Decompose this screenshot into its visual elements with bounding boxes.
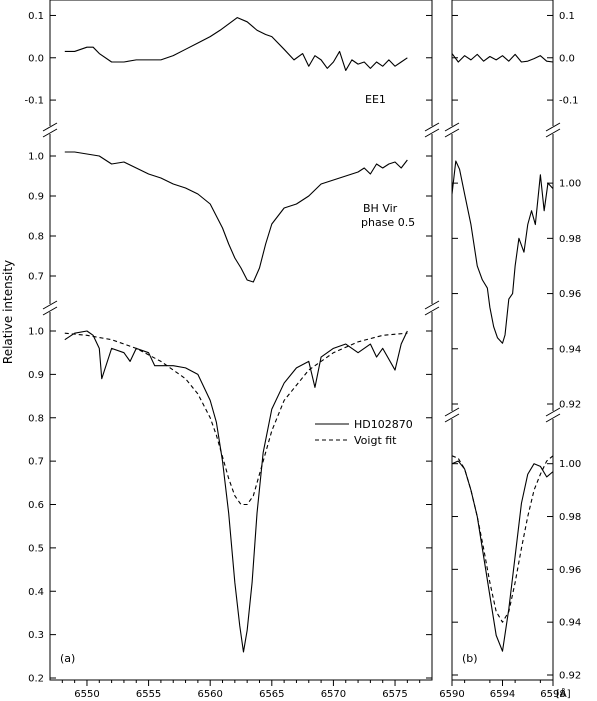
panel-frame <box>49 0 433 681</box>
axis-break-mark <box>424 300 440 310</box>
axis-break-mark <box>545 122 561 132</box>
axis-break-mark <box>424 122 440 132</box>
y-tick-label: 1.00 <box>559 179 581 190</box>
data-series <box>64 17 554 653</box>
y-tick-label: 0.8 <box>28 413 44 424</box>
axis-break-mark <box>424 306 440 316</box>
axis-break-mark <box>545 407 561 417</box>
dashed-series-line <box>451 455 554 623</box>
y-tick-label: 0.9 <box>28 370 44 381</box>
y-tick-label: 0.6 <box>28 500 44 511</box>
y-tick-label: 0.1 <box>28 11 44 22</box>
y-tick-label: 0.8 <box>28 232 44 243</box>
axis-break-mark <box>444 407 460 417</box>
y-tick-label: 0.1 <box>559 11 575 22</box>
y-tick-label: 0.0 <box>28 53 44 64</box>
solid-series-line <box>451 460 554 652</box>
x-unit-label: [Å] <box>556 687 571 700</box>
solid-series-line <box>64 330 408 653</box>
axis-break-mark <box>42 128 58 138</box>
axis-break-mark <box>444 122 460 132</box>
axis-break-gap <box>47 304 53 312</box>
x-tick-label: 6555 <box>136 689 161 700</box>
axis-break-gap <box>550 126 556 134</box>
x-tick-label: 6575 <box>382 689 407 700</box>
solid-series-line <box>64 151 408 283</box>
y-tick-label: 1.00 <box>559 459 581 470</box>
axis-break-mark <box>444 413 460 423</box>
y-tick-label: 0.7 <box>28 272 44 283</box>
axis-break-mark <box>42 122 58 132</box>
panel-frame <box>451 0 554 681</box>
axis-break-gap <box>47 126 53 134</box>
panel-label: (a) <box>60 652 75 665</box>
y-tick-label: 0.98 <box>559 234 581 245</box>
x-tick-label: 6550 <box>74 689 99 700</box>
annotation-phase: phase 0.5 <box>361 216 415 229</box>
y-tick-label: 0.98 <box>559 512 581 523</box>
axes-ticks <box>42 14 561 686</box>
y-tick-label: 0.96 <box>559 289 581 300</box>
y-tick-label: -0.1 <box>24 96 44 107</box>
x-tick-label: 6565 <box>259 689 284 700</box>
x-tick-label: 6598 <box>540 689 565 700</box>
y-tick-label: 0.9 <box>28 192 44 203</box>
axis-break-mark <box>424 128 440 138</box>
y-tick-label: 0.92 <box>559 671 581 682</box>
axis-break-mark <box>42 300 58 310</box>
axis-break-mark <box>545 413 561 423</box>
axis-break-mark <box>545 128 561 138</box>
x-tick-label: 6570 <box>321 689 346 700</box>
y-tick-label: 0.7 <box>28 457 44 468</box>
legend-label-hd102870: HD102870 <box>354 418 413 431</box>
legend-label-voigt: Voigt fit <box>354 434 397 447</box>
y-tick-label: 1.0 <box>28 152 44 163</box>
axis-break-gap <box>550 411 556 419</box>
x-tick-label: 6594 <box>490 689 515 700</box>
axis-break-gap <box>449 411 455 419</box>
solid-series-line <box>451 53 554 63</box>
solid-series-line <box>64 17 408 72</box>
y-tick-label: 0.2 <box>28 674 44 685</box>
chart-text: 6550 6555 6560 6565 6570 6575 -0.1 0.0 0.1 0.7 0.8… <box>1 11 581 700</box>
annotation-star: BH Vir <box>363 202 398 215</box>
y-tick-label: 1.0 <box>28 327 44 338</box>
y-tick-label: 0.0 <box>559 53 575 64</box>
solid-series-line <box>451 160 554 344</box>
y-axis-label: Relative intensity <box>1 260 15 364</box>
y-tick-label: 0.94 <box>559 344 581 355</box>
annotation-ee1: EE1 <box>365 93 386 106</box>
x-tick-label: 6590 <box>439 689 464 700</box>
y-tick-label: 0.94 <box>559 618 581 629</box>
y-tick-label: 0.3 <box>28 630 44 641</box>
y-tick-label: 0.5 <box>28 543 44 554</box>
axis-break-gap <box>429 126 435 134</box>
y-tick-label: 0.96 <box>559 565 581 576</box>
y-tick-label: 0.4 <box>28 587 44 598</box>
axis-break-mark <box>444 128 460 138</box>
axis-break-gap <box>449 126 455 134</box>
y-tick-label: 0.92 <box>559 400 581 411</box>
panel-label: (b) <box>462 652 478 665</box>
x-tick-label: 6560 <box>197 689 222 700</box>
axis-break-mark <box>42 306 58 316</box>
panel-frames <box>49 0 554 681</box>
axis-break-gap <box>429 304 435 312</box>
y-tick-label: -0.1 <box>559 96 579 107</box>
